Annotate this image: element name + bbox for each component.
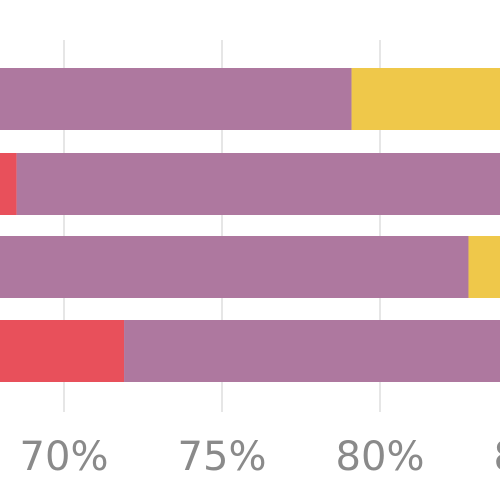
bar-1-segment-yellow bbox=[351, 68, 500, 130]
bar-4-segment-red bbox=[0, 320, 125, 382]
bar-2-segment-red bbox=[0, 153, 17, 215]
x-axis-tick-labels: 70% 75% 80% 85% bbox=[20, 434, 500, 480]
x-tick-label: 75% bbox=[178, 434, 267, 480]
x-tick-label: 80% bbox=[336, 434, 425, 480]
bar-2-segment-purple bbox=[16, 153, 500, 215]
bar-3-segment-purple bbox=[0, 236, 469, 298]
bar-4-segment-purple bbox=[124, 320, 500, 382]
bar-3-segment-yellow bbox=[468, 236, 500, 298]
x-tick-label: 70% bbox=[20, 434, 109, 480]
bar-1-segment-purple bbox=[0, 68, 352, 130]
x-tick-label: 85% bbox=[494, 434, 500, 480]
bar-group bbox=[0, 68, 500, 382]
